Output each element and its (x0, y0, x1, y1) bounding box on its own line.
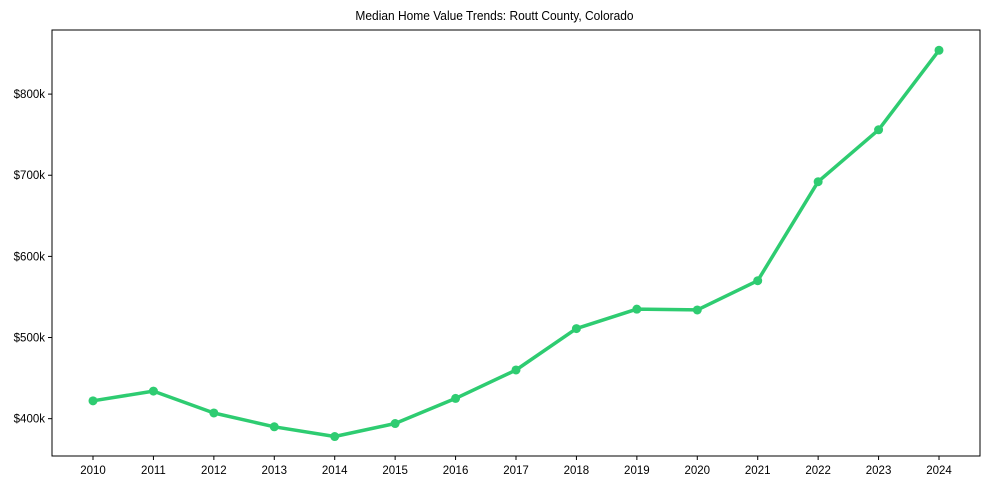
data-point-marker (451, 393, 461, 403)
data-point-marker (88, 396, 98, 406)
x-tick-label: 2012 (201, 465, 227, 477)
plot-area (51, 29, 981, 457)
x-tick-label: 2022 (805, 465, 831, 477)
data-point-marker (632, 304, 642, 314)
x-tick-label: 2017 (503, 465, 529, 477)
data-point-marker (692, 305, 702, 315)
data-point-marker (511, 365, 521, 375)
chart-title: Median Home Value Trends: Routt County, … (355, 8, 634, 23)
x-tick-label: 2018 (564, 465, 590, 477)
y-tick-label: $400k (14, 414, 46, 426)
x-tick-label: 2011 (141, 465, 166, 477)
y-tick-label: $700k (14, 170, 46, 182)
y-tick-label: $500k (14, 333, 46, 345)
x-tick-label: 2013 (261, 465, 287, 477)
data-point-marker (148, 386, 158, 396)
data-point-marker (390, 419, 400, 429)
x-tick-label: 2010 (80, 465, 106, 477)
y-tick-label: $800k (14, 89, 46, 101)
data-point-marker (813, 177, 823, 187)
x-axis: 2010 2011 2012 2013 2014 2015 2016 2017 2018 2019… (80, 456, 952, 477)
x-tick-label: 2024 (926, 465, 952, 477)
data-point-marker (209, 408, 219, 418)
data-point-marker (330, 432, 340, 442)
y-tick-label: $600k (14, 251, 46, 263)
data-series (88, 45, 944, 442)
x-tick-label: 2015 (382, 465, 408, 477)
x-tick-label: 2019 (624, 465, 650, 477)
x-tick-label: 2016 (443, 465, 469, 477)
data-point-marker (269, 422, 279, 432)
data-point-marker (753, 276, 763, 286)
series-line (91, 48, 941, 439)
data-point-marker (934, 45, 944, 55)
x-tick-label: 2020 (684, 465, 710, 477)
data-point-marker (571, 324, 581, 334)
x-tick-label: 2014 (322, 465, 348, 477)
data-point-marker (874, 125, 884, 135)
x-tick-label: 2021 (745, 465, 771, 477)
x-tick-label: 2023 (866, 465, 892, 477)
y-axis: $400k $500k $600k $700k $800k (14, 89, 52, 426)
